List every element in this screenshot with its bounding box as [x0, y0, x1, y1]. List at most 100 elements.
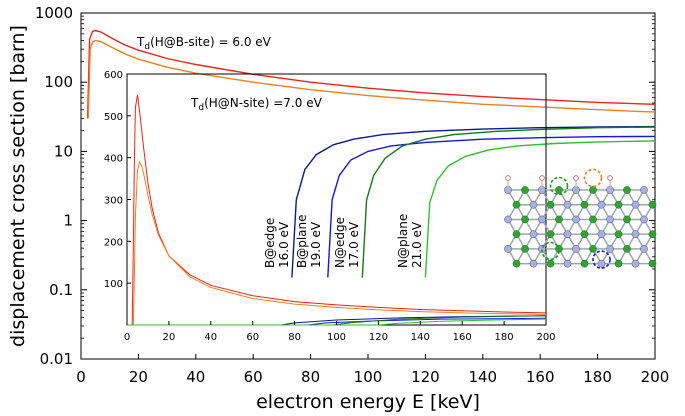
- main-series-line-5: [361, 126, 656, 278]
- main-series-line-1: [86, 29, 656, 119]
- lattice-atom-b: [648, 200, 657, 209]
- lattice-atom-b: [580, 230, 589, 238]
- lattice-atom-b: [512, 259, 521, 268]
- lattice-atom-b: [546, 230, 555, 238]
- inset-y-tick-label: 400: [104, 154, 123, 165]
- main-x-tick-label: 180: [583, 368, 612, 386]
- lattice-atom-b: [623, 215, 631, 224]
- main-x-tick-label: 0: [76, 368, 86, 386]
- inset-y-tick-label: 300: [104, 196, 123, 207]
- lattice-atom-n: [597, 230, 606, 238]
- lattice-atom-n: [640, 186, 648, 194]
- label-n-edge: N@edge17.0 eV: [333, 217, 361, 268]
- lattice-atom-n: [597, 200, 606, 209]
- lattice-atom-n: [504, 245, 512, 253]
- inset-x-tick-label: 180: [495, 332, 514, 343]
- lattice-atom-n: [563, 259, 572, 268]
- lattice-atom-n: [529, 259, 538, 268]
- main-series-line-3: [291, 125, 656, 278]
- main-y-axis-label: displacement cross section [barn]: [7, 25, 29, 347]
- inset-y-tick-label: 100: [104, 279, 123, 290]
- lattice-atom-b: [648, 259, 657, 268]
- lattice-atom-b: [555, 215, 563, 224]
- lattice-atom-b: [521, 215, 529, 224]
- label-n-edge-line1: N@edge: [333, 217, 347, 268]
- annotation-td-b-site: Td(H@B-site) = 6.0 eV: [136, 35, 272, 52]
- lattice-atom-b: [589, 186, 597, 194]
- lattice-atom-b: [580, 200, 589, 209]
- main-y-tick-label: 1000: [35, 4, 73, 22]
- lattice-site-marker: [549, 176, 569, 196]
- lattice-site-marker: [583, 168, 603, 188]
- main-series-group: [86, 29, 656, 278]
- label-b-plane-line1: B@plane: [295, 214, 309, 268]
- lattice-atom-n: [631, 200, 640, 209]
- inset-x-tick-label: 20: [163, 332, 176, 343]
- lattice-atom-n: [572, 245, 580, 253]
- main-y-tick-label: 0.01: [40, 350, 73, 368]
- lattice-atom-h: [505, 175, 511, 181]
- annotation-td-n-site-subscript: d: [198, 103, 204, 113]
- main-x-tick-label: 60: [244, 368, 263, 386]
- lattice-atom-b: [512, 230, 521, 238]
- lattice-atom-b: [589, 215, 597, 224]
- inset-series-line-2: [132, 160, 547, 326]
- inset-y-tick-label: 600: [104, 70, 123, 81]
- lattice-atom-n: [631, 259, 640, 268]
- label-b-edge-line1: B@edge: [263, 218, 277, 268]
- annotation-td-b-site-letter: T: [136, 35, 145, 49]
- label-b-edge-line2: 16.0 eV: [277, 221, 291, 268]
- inset-x-ticks: 0 20 40 60 80 100 120 140 160 180 200: [124, 321, 556, 343]
- main-x-axis-label: electron energy E [keV]: [256, 391, 480, 413]
- lattice-atom-b: [580, 259, 589, 268]
- main-y-tick-label: 10: [54, 142, 73, 160]
- lattice-atom-n: [504, 215, 512, 224]
- lattice-atom-b: [648, 230, 657, 238]
- main-x-tick-label: 120: [411, 368, 440, 386]
- lattice-atom-b: [623, 245, 631, 253]
- inset-y-tick-label: 200: [104, 237, 123, 248]
- main-x-tick-label: 40: [186, 368, 205, 386]
- inset-x-tick-label: 60: [246, 332, 259, 343]
- lattice-atom-b: [546, 259, 555, 268]
- lattice-atom-b: [521, 245, 529, 253]
- label-b-edge: B@edge16.0 eV: [263, 218, 291, 268]
- lattice-atom-n: [640, 245, 648, 253]
- inset-x-tick-label: 160: [453, 332, 472, 343]
- main-y-tick-label: 1: [63, 212, 73, 230]
- inset-x-tick-label: 120: [369, 332, 388, 343]
- inset-x-tick-label: 140: [411, 332, 430, 343]
- lattice-atom-b: [589, 245, 597, 253]
- inset-x-tick-label: 200: [536, 332, 555, 343]
- annotation-td-n-site: Td(H@N-site) =7.0 eV: [190, 96, 323, 113]
- inset-plot-frame: [126, 73, 547, 326]
- main-x-tick-label: 20: [129, 368, 148, 386]
- annotation-td-b-site-subscript: d: [144, 42, 150, 52]
- label-n-plane: N@plane21.0 eV: [396, 214, 424, 268]
- lattice-site-marker: [592, 250, 611, 269]
- lattice-atom-n: [572, 215, 580, 224]
- lattice-atom-n: [538, 215, 546, 224]
- lattice-atom-n: [606, 245, 614, 253]
- main-x-tick-label: 160: [526, 368, 555, 386]
- lattice-atom-b: [614, 200, 623, 209]
- inset-y-tick-label: 500: [104, 112, 123, 123]
- main-y-tick-label: 100: [44, 73, 73, 91]
- lattice-atom-n: [563, 200, 572, 209]
- inset-x-tick-label: 40: [204, 332, 217, 343]
- lattice-atom-h: [539, 175, 545, 181]
- inset-y-ticks: 100 200 300 400 500 600: [104, 70, 131, 290]
- lattice-atom-n: [529, 200, 538, 209]
- annotation-td-b-site-text: (H@B-site) = 6.0 eV: [150, 35, 272, 49]
- lattice-atom-b: [546, 200, 555, 209]
- lattice-atom-h: [573, 175, 579, 181]
- hbn-lattice-illustration: [504, 168, 657, 269]
- lattice-atom-n: [563, 230, 572, 238]
- lattice-atom-b: [623, 186, 631, 194]
- main-x-tick-label: 140: [468, 368, 497, 386]
- lattice-atom-b: [555, 186, 563, 194]
- annotation-td-n-site-text: (H@N-site) =7.0 eV: [204, 96, 323, 110]
- label-n-plane-line2: 21.0 eV: [410, 221, 424, 268]
